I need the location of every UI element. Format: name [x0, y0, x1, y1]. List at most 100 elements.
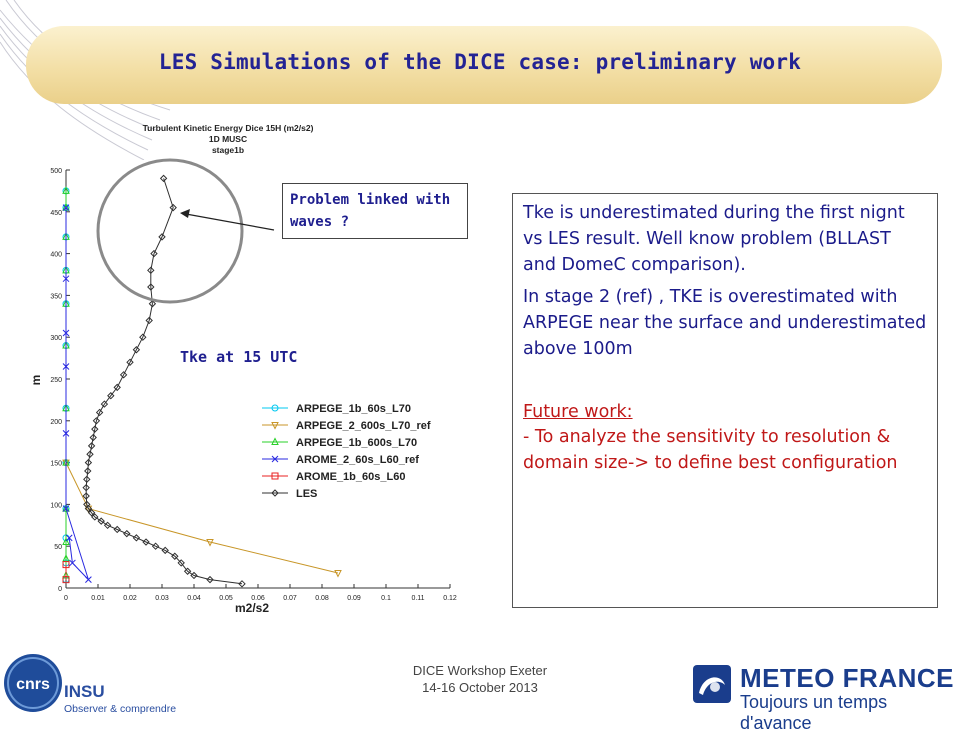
- cnrs-logo-text: cnrs: [16, 676, 50, 693]
- data-point-arome-2-60s-l60-ref: [69, 559, 76, 567]
- legend-label-arpege-1b-60s-l70: ARPEGE_1b_60s_L70: [296, 403, 411, 415]
- x-tick-label: 0.11: [411, 595, 424, 602]
- x-tick-label: 0.03: [155, 595, 169, 602]
- y-tick-label: 250: [50, 377, 62, 384]
- data-point-les: [147, 266, 155, 275]
- data-point-arome-2-60s-l60-ref: [65, 534, 73, 542]
- data-point-les: [142, 538, 150, 546]
- callout-arrowhead: [180, 209, 190, 218]
- x-tick-label: 0: [64, 595, 68, 602]
- data-point-arome-2-60s-l60-ref: [62, 429, 70, 437]
- legend-label-arpege-1b-600s-l70: ARPEGE_1b_600s_L70: [296, 437, 417, 449]
- x-tick-label: 0.07: [283, 595, 297, 602]
- chart-subtitle-stage: stage1b: [212, 145, 244, 155]
- data-point-les: [91, 513, 99, 521]
- paragraph-underestimation: Tke is underestimated during the first n…: [523, 203, 905, 275]
- data-point-les: [103, 521, 112, 530]
- data-point-les: [159, 174, 168, 183]
- data-point-les: [82, 483, 90, 492]
- data-point-les: [87, 442, 96, 450]
- meteo-france-tagline: Toujours un temps d'avance: [740, 692, 888, 733]
- legend-marker-les: [271, 489, 279, 497]
- x-tick-label: 0.05: [219, 595, 233, 602]
- data-point-arome-2-60s-l60-ref: [62, 329, 70, 337]
- data-point-les: [119, 371, 128, 379]
- data-point-les: [132, 346, 141, 354]
- data-point-les: [91, 425, 99, 433]
- data-point-les: [84, 458, 93, 467]
- data-point-les: [84, 467, 92, 475]
- legend-label-arome-1b-60s-l60: AROME_1b_60s_L60: [296, 471, 405, 483]
- data-point-les: [139, 333, 147, 341]
- data-point-les: [158, 233, 166, 241]
- data-point-les: [87, 509, 96, 517]
- y-tick-label: 450: [50, 210, 62, 217]
- data-point-arome-2-60s-l60-ref: [62, 204, 70, 211]
- data-point-arome-2-60s-l60-ref: [85, 576, 92, 583]
- tke-time-label: Tke at 15 UTC: [180, 348, 298, 366]
- data-point-les: [107, 392, 115, 400]
- data-point-les: [161, 546, 169, 555]
- y-axis-label: m: [30, 375, 43, 386]
- data-point-les: [89, 433, 97, 442]
- data-point-les: [83, 475, 91, 484]
- data-point-les: [177, 559, 185, 567]
- data-point-les: [95, 408, 104, 417]
- y-tick-label: 500: [50, 168, 62, 175]
- legend-marker-arpege-1b-600s-l70: [271, 437, 279, 445]
- data-point-les: [123, 529, 131, 538]
- data-point-les: [206, 575, 214, 584]
- data-point-les: [183, 567, 192, 575]
- data-point-les: [150, 249, 158, 258]
- future-work-heading: Future work:: [523, 402, 633, 422]
- x-tick-label: 0.12: [443, 595, 457, 602]
- footer-workshop: DICE Workshop Exeter 14-16 October 2013: [330, 662, 630, 696]
- meteo-france-logo: [693, 665, 731, 703]
- data-point-les: [86, 450, 94, 458]
- callout-arrow: [185, 213, 275, 231]
- tke-profile-chart: Turbulent Kinetic Energy Dice 15H (m2/s2…: [30, 123, 457, 615]
- x-tick-label: 0.04: [187, 595, 201, 602]
- slide-title: LES Simulations of the DICE case: prelim…: [158, 50, 802, 74]
- data-point-les: [126, 358, 134, 366]
- x-tick-label: 0.01: [91, 595, 105, 602]
- insu-logo-text: INSU: [64, 682, 105, 701]
- data-point-les: [113, 525, 121, 534]
- data-point-les: [113, 383, 121, 392]
- data-point-les: [151, 542, 160, 550]
- chart-title: Turbulent Kinetic Energy Dice 15H (m2/s2…: [143, 123, 314, 133]
- legend-marker-arome-2-60s-l60-ref: [271, 455, 279, 463]
- data-point-les: [83, 500, 91, 509]
- y-tick-label: 300: [50, 335, 62, 342]
- y-tick-label: 400: [50, 252, 62, 259]
- data-point-arpege-1b-600s-l70: [62, 537, 70, 546]
- data-point-arpege-2-600s-l70-ref: [334, 569, 342, 578]
- meteo-france-name: METEO FRANCE: [740, 663, 954, 693]
- data-point-arpege-1b-600s-l70: [62, 503, 70, 512]
- paragraph-stage2: In stage 2 (ref) , TKE is overestimated …: [523, 287, 927, 359]
- data-point-les: [97, 517, 105, 525]
- data-point-les: [132, 534, 141, 542]
- x-tick-label: 0.08: [315, 595, 329, 602]
- series-line-arome-2-60s-l60-ref: [65, 207, 89, 580]
- y-tick-label: 150: [50, 461, 62, 468]
- legend-label-les: LES: [296, 488, 317, 500]
- problem-callout: Problem linked with waves ?: [282, 183, 468, 239]
- series-line-les: [85, 178, 243, 585]
- y-tick-label: 350: [50, 293, 62, 300]
- data-point-les: [238, 580, 246, 588]
- data-point-arome-1b-60s-l60: [62, 576, 70, 584]
- x-tick-label: 0.06: [251, 595, 265, 602]
- problem-highlight-circle: [96, 158, 244, 304]
- chart-subtitle: 1D MUSC: [209, 134, 247, 144]
- data-point-les: [100, 400, 109, 408]
- insu-tagline: Observer & comprendre: [64, 703, 177, 715]
- data-point-arome-1b-60s-l60: [62, 561, 70, 569]
- legend-label-arome-2-60s-l60-ref: AROME_2_60s_L60_ref: [296, 454, 419, 466]
- data-point-les: [148, 300, 157, 308]
- y-tick-label: 0: [58, 586, 62, 593]
- data-point-arpege-2-600s-l70-ref: [206, 539, 214, 547]
- legend-marker-arome-1b-60s-l60: [271, 472, 279, 480]
- data-point-arpege-1b-600s-l70: [62, 186, 70, 194]
- legend-label-arpege-2-600s-l70-ref: ARPEGE_2_600s_L70_ref: [296, 420, 431, 432]
